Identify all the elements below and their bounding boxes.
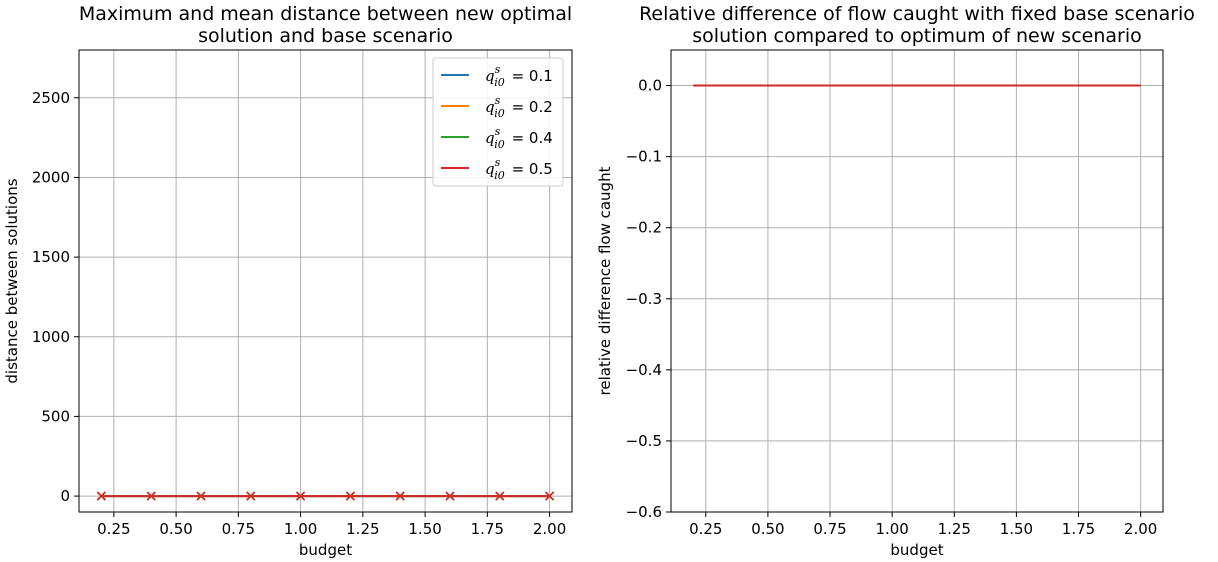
y-tick-label: 0.0 <box>638 77 662 95</box>
y-axis-label: distance between solutions <box>3 178 21 383</box>
y-tick-label: 2500 <box>32 89 70 107</box>
y-tick-label: 2000 <box>32 168 70 186</box>
max-marker-stroke <box>296 491 306 501</box>
chart-title-line: Relative difference of flow caught with … <box>639 3 1195 25</box>
legend-entry-1: qs i0 = 0.1 <box>485 63 553 89</box>
max-marker-stroke <box>345 491 355 501</box>
chart-title-line: solution and base scenario <box>198 25 453 47</box>
max-marker <box>196 491 206 501</box>
y-tick-label: 0 <box>60 487 70 505</box>
y-tick-label: −0.2 <box>626 219 662 237</box>
legend-entry-2: qs i0 = 0.2 <box>485 94 553 120</box>
max-marker <box>395 491 405 501</box>
y-tick-label: 500 <box>41 407 70 425</box>
x-axis-label: budget <box>890 541 943 559</box>
max-marker-stroke <box>196 491 206 501</box>
x-tick-label: 0.50 <box>159 520 192 538</box>
y-tick-label: 1000 <box>32 328 70 346</box>
max-marker-stroke <box>96 491 106 501</box>
y-tick-label: −0.1 <box>626 148 662 166</box>
legend: qs i0 = 0.1 qs i0 = 0.2 qs i0 = 0.4 qs i0 = 0.5 <box>432 57 564 187</box>
x-tick-label: 1.00 <box>875 520 908 538</box>
x-tick-label: 1.50 <box>408 520 441 538</box>
chart-title-line: solution compared to optimum of new scen… <box>692 25 1141 47</box>
y-tick-label: −0.4 <box>626 361 662 379</box>
x-tick-label: 2.00 <box>533 520 566 538</box>
x-tick-label: 0.50 <box>751 520 784 538</box>
x-tick-label: 0.25 <box>689 520 722 538</box>
max-marker-stroke <box>495 491 505 501</box>
subplot-2: 0.25 0.50 0.75 1.00 1.25 1.50 1.75 2.00 0.0 −0.1 −… <box>596 3 1195 559</box>
max-marker <box>545 491 555 501</box>
y-tick-label: −0.3 <box>626 290 662 308</box>
x-tick-label: 1.50 <box>1000 520 1033 538</box>
max-marker <box>146 491 156 501</box>
x-tick-label: 1.25 <box>938 520 971 538</box>
legend-entry-4: qs i0 = 0.5 <box>485 156 553 182</box>
x-axis-label: budget <box>299 541 352 559</box>
legend-frame <box>432 57 564 187</box>
legend-entry-3: qs i0 = 0.4 <box>485 125 553 151</box>
max-marker <box>345 491 355 501</box>
y-tick-label: −0.5 <box>626 432 662 450</box>
max-marker <box>246 491 256 501</box>
x-tick-label: 1.25 <box>346 520 379 538</box>
axes-frame <box>78 49 573 513</box>
max-marker-stroke <box>246 491 256 501</box>
max-marker-stroke <box>545 491 555 501</box>
max-marker <box>296 491 306 501</box>
x-tick-label: 0.75 <box>222 520 255 538</box>
y-tick-label: −0.6 <box>626 503 662 521</box>
max-marker <box>96 491 106 501</box>
max-marker-stroke <box>395 491 405 501</box>
max-marker <box>495 491 505 501</box>
x-tick-label: 0.25 <box>97 520 130 538</box>
axes-frame <box>670 49 1164 513</box>
chart-title-line: Maximum and mean distance between new op… <box>79 3 572 25</box>
max-marker-stroke <box>146 491 156 501</box>
x-tick-label: 1.00 <box>284 520 317 538</box>
subplot-1: 0.25 0.50 0.75 1.00 1.25 1.50 1.75 2.00 0 500 1000… <box>3 3 573 559</box>
max-marker <box>445 491 455 501</box>
max-marker-stroke <box>445 491 455 501</box>
x-tick-label: 0.75 <box>813 520 846 538</box>
x-tick-label: 1.75 <box>471 520 504 538</box>
x-tick-label: 1.75 <box>1062 520 1095 538</box>
y-tick-label: 1500 <box>32 248 70 266</box>
x-tick-label: 2.00 <box>1124 520 1157 538</box>
y-axis-label: relative difference flow caught <box>596 166 614 395</box>
